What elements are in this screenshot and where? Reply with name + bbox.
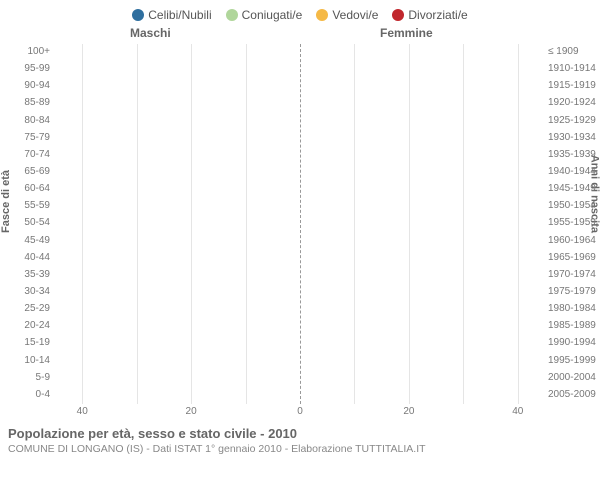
pyramid-row: 75-791930-1934 xyxy=(55,130,545,147)
pyramid-row: 5-92000-2004 xyxy=(55,370,545,387)
birth-label: 1910-1914 xyxy=(548,63,600,74)
legend-swatch xyxy=(392,9,404,21)
legend-swatch xyxy=(132,9,144,21)
pyramid-row: 25-291980-1984 xyxy=(55,301,545,318)
header-female: Femmine xyxy=(380,26,433,40)
birth-label: ≤ 1909 xyxy=(548,46,600,57)
legend: Celibi/Nubili Coniugati/e Vedovi/e Divorzia… xyxy=(0,0,600,26)
pyramid-row: 40-441965-1969 xyxy=(55,250,545,267)
caption: Popolazione per età, sesso e stato civil… xyxy=(0,422,600,455)
pyramid-chart: 100+≤ 190995-991910-191490-941915-191985… xyxy=(55,44,545,422)
legend-label: Celibi/Nubili xyxy=(148,8,211,22)
legend-item: Coniugati/e xyxy=(226,8,303,22)
x-tick: 20 xyxy=(403,406,414,417)
x-tick: 20 xyxy=(186,406,197,417)
pyramid-row: 65-691940-1944 xyxy=(55,164,545,181)
chart-title: Popolazione per età, sesso e stato civil… xyxy=(8,426,592,441)
pyramid-row: 100+≤ 1909 xyxy=(55,44,545,61)
age-label: 30-34 xyxy=(10,286,50,297)
age-label: 85-89 xyxy=(10,97,50,108)
pyramid-row: 35-391970-1974 xyxy=(55,267,545,284)
age-label: 90-94 xyxy=(10,80,50,91)
age-label: 75-79 xyxy=(10,132,50,143)
birth-label: 1915-1919 xyxy=(548,80,600,91)
legend-label: Vedovi/e xyxy=(332,8,378,22)
age-label: 55-59 xyxy=(10,200,50,211)
pyramid-row: 10-141995-1999 xyxy=(55,353,545,370)
pyramid-row: 50-541955-1959 xyxy=(55,215,545,232)
legend-item: Celibi/Nubili xyxy=(132,8,211,22)
birth-label: 1950-1954 xyxy=(548,200,600,211)
birth-label: 1925-1929 xyxy=(548,115,600,126)
legend-label: Coniugati/e xyxy=(242,8,303,22)
age-label: 50-54 xyxy=(10,217,50,228)
legend-label: Divorziati/e xyxy=(408,8,467,22)
birth-label: 1960-1964 xyxy=(548,235,600,246)
pyramid-row: 60-641945-1949 xyxy=(55,181,545,198)
birth-label: 1990-1994 xyxy=(548,337,600,348)
birth-label: 2005-2009 xyxy=(548,389,600,400)
age-label: 40-44 xyxy=(10,252,50,263)
age-label: 15-19 xyxy=(10,337,50,348)
age-label: 95-99 xyxy=(10,63,50,74)
x-axis: 40 20 0 20 40 xyxy=(55,406,545,422)
birth-label: 1920-1924 xyxy=(548,97,600,108)
age-label: 70-74 xyxy=(10,149,50,160)
header-male: Maschi xyxy=(130,26,171,40)
age-label: 45-49 xyxy=(10,235,50,246)
birth-label: 1995-1999 xyxy=(548,355,600,366)
x-tick: 0 xyxy=(297,406,303,417)
legend-item: Vedovi/e xyxy=(316,8,378,22)
pyramid-row: 90-941915-1919 xyxy=(55,78,545,95)
birth-label: 1965-1969 xyxy=(548,252,600,263)
birth-label: 1975-1979 xyxy=(548,286,600,297)
birth-label: 2000-2004 xyxy=(548,372,600,383)
age-label: 65-69 xyxy=(10,166,50,177)
age-label: 10-14 xyxy=(10,355,50,366)
pyramid-row: 80-841925-1929 xyxy=(55,113,545,130)
birth-label: 1955-1959 xyxy=(548,217,600,228)
plot-area: 100+≤ 190995-991910-191490-941915-191985… xyxy=(55,44,545,404)
age-label: 80-84 xyxy=(10,115,50,126)
age-label: 35-39 xyxy=(10,269,50,280)
pyramid-row: 30-341975-1979 xyxy=(55,284,545,301)
legend-item: Divorziati/e xyxy=(392,8,467,22)
age-label: 100+ xyxy=(10,46,50,57)
age-label: 60-64 xyxy=(10,183,50,194)
age-label: 5-9 xyxy=(10,372,50,383)
pyramid-row: 15-191990-1994 xyxy=(55,335,545,352)
age-label: 20-24 xyxy=(10,320,50,331)
birth-label: 1970-1974 xyxy=(548,269,600,280)
chart-subtitle: COMUNE DI LONGANO (IS) - Dati ISTAT 1° g… xyxy=(8,443,592,455)
age-label: 0-4 xyxy=(10,389,50,400)
x-tick: 40 xyxy=(77,406,88,417)
pyramid-row: 70-741935-1939 xyxy=(55,147,545,164)
pyramid-row: 45-491960-1964 xyxy=(55,233,545,250)
pyramid-row: 55-591950-1954 xyxy=(55,198,545,215)
birth-label: 1945-1949 xyxy=(548,183,600,194)
pyramid-row: 95-991910-1914 xyxy=(55,61,545,78)
birth-label: 1985-1989 xyxy=(548,320,600,331)
birth-label: 1980-1984 xyxy=(548,303,600,314)
x-tick: 40 xyxy=(512,406,523,417)
age-label: 25-29 xyxy=(10,303,50,314)
pyramid-row: 20-241985-1989 xyxy=(55,318,545,335)
pyramid-row: 85-891920-1924 xyxy=(55,95,545,112)
birth-label: 1940-1944 xyxy=(548,166,600,177)
birth-label: 1930-1934 xyxy=(548,132,600,143)
legend-swatch xyxy=(316,9,328,21)
pyramid-row: 0-42005-2009 xyxy=(55,387,545,404)
legend-swatch xyxy=(226,9,238,21)
gender-headers: Maschi Femmine xyxy=(0,26,600,44)
birth-label: 1935-1939 xyxy=(548,149,600,160)
